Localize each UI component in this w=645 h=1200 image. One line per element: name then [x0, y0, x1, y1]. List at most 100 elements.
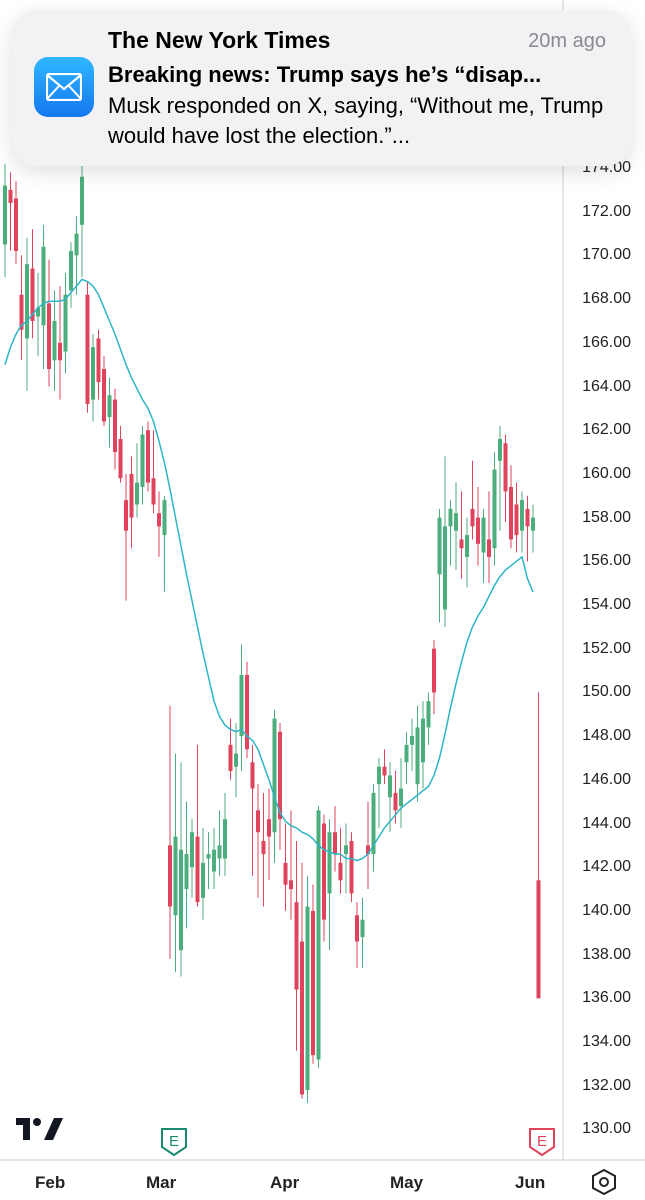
- candle-body: [404, 744, 409, 763]
- candle-body: [245, 674, 249, 750]
- candle: [19, 255, 24, 361]
- candle: [168, 705, 172, 959]
- candle-body: [520, 500, 524, 531]
- candle-body: [305, 906, 310, 1091]
- candle: [294, 840, 299, 1051]
- candle-body: [322, 823, 326, 920]
- price-label: 166.00: [582, 333, 631, 351]
- date-label-mar: Mar: [146, 1173, 177, 1192]
- candle-body: [206, 854, 211, 859]
- candle-body: [80, 176, 84, 225]
- candle-body: [184, 854, 189, 890]
- candle: [212, 827, 216, 890]
- notification-time: 20m ago: [528, 30, 606, 52]
- candle-body: [498, 438, 502, 461]
- candle-body: [195, 836, 200, 903]
- price-label: 136.00: [582, 989, 631, 1007]
- notification-banner[interactable]: The New York Times 20m ago Breaking news…: [12, 10, 631, 166]
- candle: [157, 491, 161, 557]
- candle: [146, 421, 150, 492]
- date-label-apr: Apr: [270, 1173, 300, 1192]
- candle-body: [388, 775, 392, 798]
- date-label-feb: Feb: [35, 1173, 66, 1192]
- candle: [437, 508, 442, 623]
- candle-body: [300, 941, 304, 1095]
- candle-body: [454, 513, 458, 531]
- candle: [162, 495, 167, 592]
- candle: [47, 259, 51, 387]
- candle: [140, 425, 145, 505]
- price-label: 148.00: [582, 727, 631, 745]
- candle-body: [217, 845, 222, 859]
- candle-body: [509, 487, 513, 540]
- candle-body: [173, 836, 178, 916]
- candle-body: [421, 718, 425, 763]
- candle-body: [536, 880, 541, 999]
- candle: [448, 500, 453, 566]
- candle-body: [382, 766, 387, 776]
- candle: [531, 504, 535, 553]
- candle-body: [69, 251, 73, 291]
- candle: [113, 388, 117, 470]
- notification-body: Musk responded on X, saying, “Without me…: [108, 93, 604, 148]
- candle: [476, 487, 480, 566]
- candle: [415, 705, 420, 802]
- candle-body: [355, 915, 359, 942]
- candle: [316, 806, 321, 1069]
- candle: [96, 329, 101, 400]
- candle: [536, 692, 541, 999]
- candle-body: [234, 753, 238, 767]
- candle: [74, 216, 79, 295]
- candle: [432, 639, 436, 715]
- earnings-marker-icon-jun[interactable]: E: [527, 1126, 557, 1158]
- candle: [223, 792, 227, 876]
- candle-body: [102, 369, 106, 422]
- candle: [195, 744, 200, 907]
- price-label: 168.00: [582, 290, 631, 308]
- candle-body: [146, 430, 150, 483]
- candle-body: [459, 539, 464, 549]
- candle: [349, 832, 354, 903]
- candle: [338, 827, 343, 894]
- candle-body: [162, 500, 167, 536]
- candle: [470, 460, 475, 540]
- date-label-may: May: [390, 1173, 424, 1192]
- candle-body: [151, 478, 156, 505]
- candle-body: [85, 294, 90, 404]
- candle-body: [432, 648, 436, 693]
- candle: [63, 272, 68, 374]
- candle-body: [476, 517, 480, 544]
- settings-hexagon-icon[interactable]: [590, 1168, 618, 1196]
- candle-body: [316, 810, 321, 1060]
- candle: [190, 819, 194, 898]
- candle: [322, 814, 326, 942]
- candle-body: [448, 508, 453, 527]
- candle-body: [261, 840, 266, 855]
- candle: [498, 425, 502, 531]
- candle-body: [278, 731, 282, 820]
- tradingview-logo-icon[interactable]: [16, 1116, 66, 1142]
- candle: [8, 172, 13, 252]
- earnings-marker-icon-mar[interactable]: E: [159, 1126, 189, 1158]
- candle: [366, 801, 370, 890]
- candle-body: [113, 399, 117, 453]
- candle-body: [514, 504, 519, 536]
- candle-body: [283, 862, 288, 885]
- candle-body: [531, 517, 535, 531]
- candle: [85, 281, 90, 413]
- candle: [25, 237, 29, 391]
- price-label: 158.00: [582, 508, 631, 526]
- notification-title: Breaking news: Trump says he’s “disap...: [108, 62, 542, 87]
- price-label: 132.00: [582, 1076, 631, 1094]
- candle-body: [47, 303, 51, 370]
- price-label: 172.00: [582, 202, 631, 220]
- candle: [80, 150, 84, 278]
- candle: [124, 473, 128, 601]
- moving-average-line: [4, 278, 534, 862]
- candle: [184, 801, 189, 929]
- candle: [503, 434, 508, 522]
- mail-icon: [34, 57, 94, 117]
- candle-body: [415, 727, 420, 785]
- candle-body: [212, 849, 216, 872]
